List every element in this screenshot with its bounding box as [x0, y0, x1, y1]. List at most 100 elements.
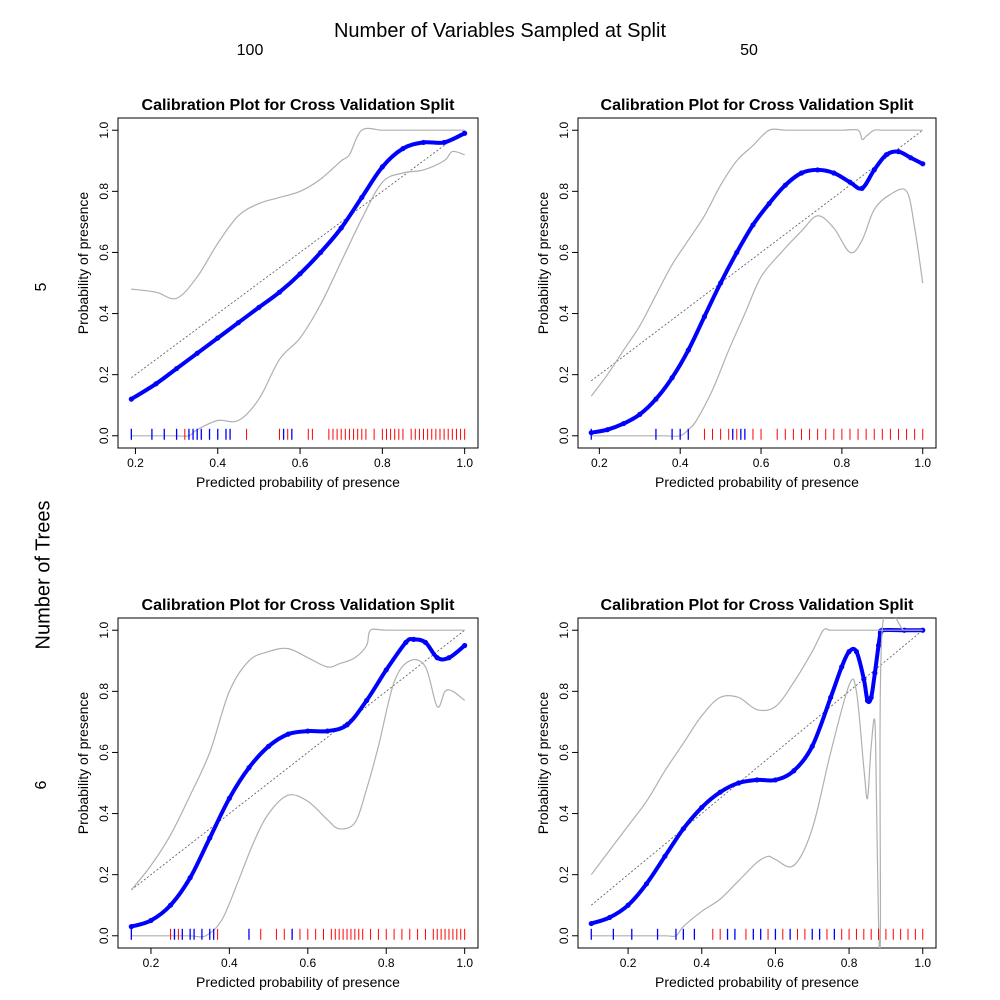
x-tick-label: 0.8: [841, 956, 858, 970]
y-tick-label: 0.2: [557, 866, 571, 883]
calibration-point: [338, 225, 344, 231]
calibration-point: [400, 145, 406, 152]
calibration-point: [344, 722, 350, 728]
y-tick-label: 1.0: [557, 622, 571, 639]
y-tick-label: 0.2: [97, 366, 111, 383]
calibration-point: [441, 139, 447, 146]
y-tick-label: 0.0: [557, 427, 571, 444]
calibration-point: [607, 914, 613, 921]
y-tick-label: 0.6: [557, 244, 571, 261]
calibration-point: [920, 161, 926, 167]
y-tick-label: 0.4: [557, 805, 571, 822]
calibration-curve: [129, 637, 467, 929]
x-tick-label: 0.4: [221, 956, 238, 970]
calibration-point: [215, 335, 221, 341]
reference-line: [131, 629, 465, 891]
x-tick-label: 0.8: [834, 456, 851, 470]
x-tick-label: 0.4: [693, 956, 710, 970]
y-tick-label: 0.0: [97, 927, 111, 944]
calibration-point: [782, 182, 788, 188]
calibration-point: [305, 728, 311, 734]
calibration-point: [847, 179, 853, 185]
calibration-point: [359, 194, 365, 201]
calibration-point: [246, 765, 252, 771]
calibration-point: [420, 139, 427, 146]
calibration-point: [701, 314, 708, 320]
x-tick-label: 1.0: [914, 456, 931, 470]
y-tick-label: 0.0: [557, 927, 571, 944]
x-tick-label: 1.0: [456, 956, 473, 970]
y-tick-label: 0.6: [97, 744, 111, 761]
calibration-point: [864, 697, 871, 704]
column-label-100: 100: [236, 42, 264, 59]
calibration-point: [669, 375, 675, 381]
calibration-point: [446, 655, 452, 661]
chart-title: Calibration Plot for Cross Validation Sp…: [142, 597, 456, 614]
calibration-point: [662, 853, 668, 859]
calibration-point: [383, 667, 389, 673]
upper-confidence-band: [590, 628, 923, 876]
calibration-point: [908, 155, 914, 161]
plot-area: [128, 628, 468, 940]
calibration-point: [828, 694, 834, 701]
calibration-point: [276, 289, 283, 295]
calibration-point: [735, 780, 742, 786]
lower-confidence-band: [591, 188, 924, 437]
calibration-point: [235, 320, 241, 326]
lower-confidence-band: [131, 150, 465, 437]
y-tick-label: 0.4: [97, 805, 111, 822]
plot-frame: [577, 117, 937, 449]
upper-confidence-band: [131, 127, 465, 300]
x-tick-label: 0.2: [620, 956, 637, 970]
x-tick-label: 0.6: [292, 456, 309, 470]
calibration-point: [128, 396, 134, 402]
calibration-point: [798, 170, 805, 176]
chart-title: Calibration Plot for Cross Validation Sp…: [142, 97, 456, 114]
y-axis-label: Probability of presence: [75, 192, 91, 335]
calibration-chart-2: Calibration Plot for Cross Validation Sp…: [535, 97, 937, 490]
calibration-point: [809, 743, 815, 749]
x-tick-label: 0.2: [143, 956, 160, 970]
calibration-point: [324, 728, 331, 734]
reference-line: [591, 129, 923, 382]
calibration-point: [167, 902, 174, 908]
x-tick-label: 1.0: [456, 456, 473, 470]
x-tick-label: 0.6: [299, 956, 316, 970]
x-tick-label: 0.2: [591, 456, 608, 470]
y-tick-label: 1.0: [557, 122, 571, 139]
x-tick-label: 0.2: [127, 456, 144, 470]
y-axis-label: Probability of presence: [535, 192, 551, 335]
y-tick-label: 0.8: [557, 683, 571, 700]
y-tick-label: 0.6: [97, 244, 111, 261]
calibration-point: [256, 304, 262, 311]
calibration-point: [153, 381, 159, 387]
calibration-curve: [589, 149, 925, 435]
plot-area: [588, 618, 926, 948]
chart-title: Calibration Plot for Cross Validation Sp…: [601, 597, 915, 614]
calibration-chart-3: Calibration Plot for Cross Validation Sp…: [75, 597, 479, 990]
calibration-point: [379, 164, 385, 170]
y-axis-label: Probability of presence: [535, 692, 551, 835]
plot-area: [128, 127, 468, 440]
y-tick-label: 0.4: [97, 305, 111, 322]
calibration-point: [831, 170, 837, 176]
x-axis-label: Predicted probability of presence: [196, 974, 400, 990]
calibration-point: [791, 768, 797, 774]
calibration-point: [625, 902, 631, 908]
upper-confidence-band: [590, 128, 923, 397]
calibration-point: [875, 642, 882, 649]
y-tick-label: 0.4: [557, 305, 571, 322]
calibration-point: [653, 396, 659, 402]
x-tick-label: 0.4: [672, 456, 689, 470]
calibration-point: [194, 350, 200, 356]
calibration-point: [285, 731, 291, 737]
calibration-point: [883, 152, 889, 158]
calibration-point: [604, 427, 611, 433]
calibration-point: [462, 130, 468, 136]
calibration-point: [815, 167, 821, 173]
x-axis-label: Predicted probability of presence: [655, 974, 859, 990]
y-axis-label: Probability of presence: [75, 692, 91, 835]
calibration-point: [871, 167, 877, 173]
calibration-point: [364, 697, 370, 704]
